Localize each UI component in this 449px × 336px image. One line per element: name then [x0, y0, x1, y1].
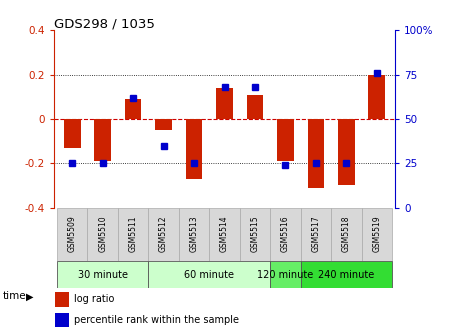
Bar	[118, 208, 148, 261]
Text: GDS298 / 1035: GDS298 / 1035	[54, 17, 155, 30]
Bar	[369, 75, 385, 119]
Bar	[148, 208, 179, 261]
Text: log ratio: log ratio	[74, 294, 114, 304]
Bar	[64, 119, 80, 148]
Text: 30 minute: 30 minute	[78, 270, 128, 280]
Bar	[361, 208, 392, 261]
Bar	[331, 208, 361, 261]
Bar	[55, 313, 69, 327]
Text: GSM5514: GSM5514	[220, 215, 229, 252]
Text: GSM5515: GSM5515	[251, 215, 260, 252]
Bar	[209, 208, 240, 261]
Text: GSM5509: GSM5509	[68, 215, 77, 252]
Text: GSM5512: GSM5512	[159, 215, 168, 252]
Text: time: time	[2, 291, 26, 301]
Text: percentile rank within the sample: percentile rank within the sample	[74, 315, 239, 325]
Bar	[240, 208, 270, 261]
Bar	[179, 208, 209, 261]
Bar	[88, 208, 118, 261]
Text: GSM5513: GSM5513	[189, 215, 198, 252]
Text: 240 minute: 240 minute	[318, 270, 374, 280]
Bar	[125, 99, 141, 119]
Text: 120 minute: 120 minute	[257, 270, 313, 280]
Text: 60 minute: 60 minute	[184, 270, 234, 280]
Bar	[247, 94, 264, 119]
Bar	[57, 261, 148, 288]
Bar	[94, 119, 111, 161]
Bar	[216, 88, 233, 119]
Text: GSM5510: GSM5510	[98, 215, 107, 252]
Bar	[57, 208, 88, 261]
Text: GSM5516: GSM5516	[281, 215, 290, 252]
Bar	[155, 119, 172, 130]
Bar	[308, 119, 324, 188]
Text: GSM5511: GSM5511	[128, 215, 137, 252]
Bar	[185, 119, 202, 179]
Bar	[270, 261, 301, 288]
Text: GSM5519: GSM5519	[372, 215, 381, 252]
Text: GSM5517: GSM5517	[312, 215, 321, 252]
Bar	[301, 208, 331, 261]
Bar	[338, 119, 355, 185]
Bar	[55, 292, 69, 307]
Bar	[270, 208, 301, 261]
Text: ▶: ▶	[26, 291, 33, 301]
Bar	[277, 119, 294, 161]
Bar	[301, 261, 392, 288]
Bar	[148, 261, 270, 288]
Text: GSM5518: GSM5518	[342, 215, 351, 252]
